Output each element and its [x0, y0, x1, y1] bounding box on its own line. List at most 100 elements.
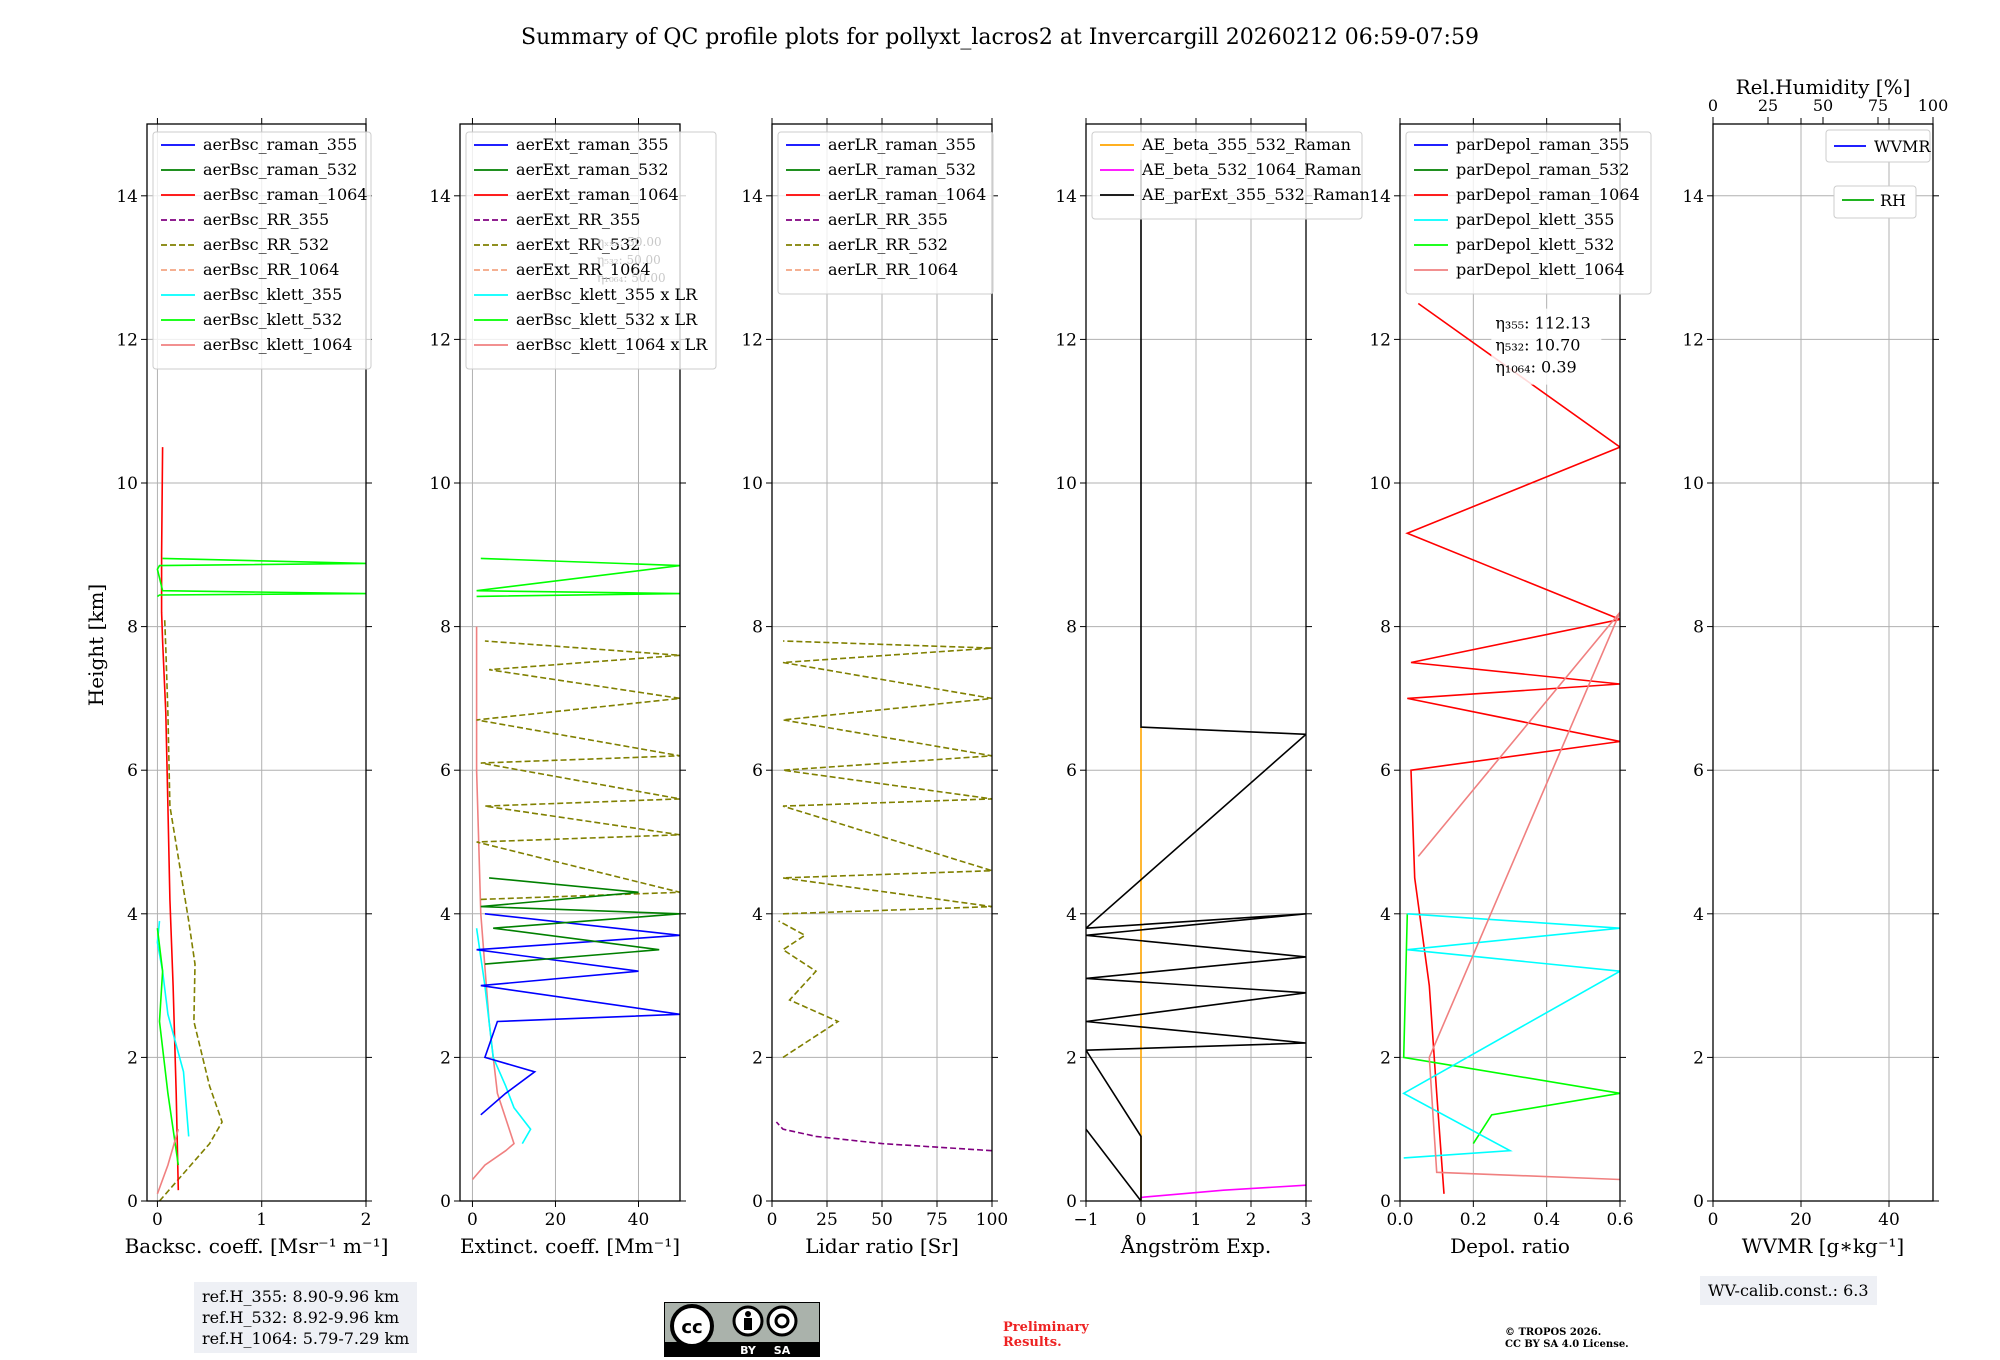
- y-tick-label: 8: [127, 618, 138, 638]
- cc-sa-text: SA: [774, 1344, 791, 1357]
- panel-depol: 0.0 0.2 0.4 0.6 0 2 4 6 8 10 12 14 Depol. ratio parDe…: [1369, 118, 1652, 1258]
- legend-box: [777, 131, 994, 295]
- legend-entry: parDepol_raman_355: [1456, 135, 1629, 154]
- x-tick-label: 2: [361, 1210, 372, 1230]
- copyright-note: © TROPOS 2026. CC BY SA 4.0 License.: [1505, 1327, 1629, 1351]
- legend-entry: aerLR_raman_1064: [828, 185, 986, 204]
- x-axis-label: Depol. ratio: [1450, 1234, 1570, 1258]
- eta-label: η₃₅₅: 112.13: [1495, 314, 1590, 333]
- preliminary-line-2: Results.: [1003, 1335, 1062, 1350]
- legend-box: [152, 131, 372, 370]
- y-tick-label: 12: [429, 330, 451, 350]
- x-tick-label: 2: [1246, 1210, 1257, 1230]
- preliminary-note: Preliminary Results.: [1003, 1320, 1089, 1350]
- series-group: [1086, 159, 1306, 1201]
- y-tick-label: 12: [116, 330, 138, 350]
- y-tick-label: 0: [127, 1192, 138, 1212]
- rh-tick-label: 0: [1708, 96, 1718, 115]
- panel-lr: 0 25 50 75 100 0 2 4 6 8 10 12 14 Lidar ratio [Sr] aer…: [741, 118, 1008, 1258]
- legend-entry: aerBsc_klett_1064: [203, 335, 352, 354]
- legend-entry: aerLR_raman_355: [828, 135, 976, 154]
- lr-label: η₁₀₆₄: 50.00: [597, 271, 666, 285]
- y-tick-label: 0: [1066, 1192, 1077, 1212]
- series-line: [1086, 159, 1306, 1201]
- x-tick-label: 20: [545, 1210, 567, 1230]
- legend-entry: aerBsc_klett_355: [203, 285, 342, 304]
- legend-entry: aerLR_RR_1064: [828, 260, 958, 279]
- x-tick-label: 0.2: [1460, 1210, 1487, 1230]
- preliminary-line-1: Preliminary: [1003, 1320, 1089, 1335]
- x-tick-label: 0: [1708, 1210, 1719, 1230]
- y-tick-label: 12: [1369, 330, 1391, 350]
- y-tick-label: 4: [1066, 905, 1077, 925]
- legend-entry: aerBsc_klett_1064 x LR: [516, 335, 708, 354]
- rh-tick-label: 25: [1758, 96, 1778, 115]
- y-tick-label: 6: [440, 761, 451, 781]
- y-tick-label: 0: [440, 1192, 451, 1212]
- y-tick-label: 14: [429, 187, 451, 207]
- copyright-line-2: CC BY SA 4.0 License.: [1505, 1339, 1629, 1350]
- cc-by-sa-badge: cc BY SA: [664, 1302, 820, 1357]
- x-tick-label: 0.0: [1386, 1210, 1413, 1230]
- x-tick-label: 75: [926, 1210, 948, 1230]
- copyright-line-1: © TROPOS 2026.: [1505, 1327, 1602, 1338]
- cc-by-text: BY: [740, 1344, 757, 1357]
- legend-entry: aerLR_RR_355: [828, 210, 948, 229]
- x-axis-label: Backsc. coeff. [Msr⁻¹ m⁻¹]: [125, 1234, 389, 1258]
- y-tick-label: 6: [1066, 761, 1077, 781]
- axes-frame: [146, 123, 367, 1202]
- y-tick-label: 8: [1380, 618, 1391, 638]
- x-axis-label: Lidar ratio [Sr]: [805, 1234, 959, 1258]
- y-tick-label: 14: [1369, 187, 1391, 207]
- y-tick-label: 2: [440, 1048, 451, 1068]
- y-tick-label: 8: [1066, 618, 1077, 638]
- series-line: [775, 1121, 992, 1152]
- eta-label: η₅₃₂: 10.70: [1495, 336, 1580, 355]
- y-tick-label: 10: [741, 474, 763, 494]
- legend-entry: aerBsc_RR_1064: [203, 260, 339, 279]
- series-line: [1402, 913, 1620, 1159]
- y-tick-label: 6: [752, 761, 763, 781]
- rh-tick-label: 75: [1868, 96, 1888, 115]
- x-tick-label: 0: [152, 1210, 163, 1230]
- x-tick-label: 1: [1191, 1210, 1202, 1230]
- y-tick-label: 14: [116, 187, 138, 207]
- y-tick-label: 4: [127, 905, 138, 925]
- rh-legend-entry: RH: [1880, 191, 1906, 210]
- series-line: [156, 920, 190, 1137]
- y-tick-label: 0: [1693, 1192, 1704, 1212]
- y-tick-label: 8: [440, 618, 451, 638]
- rh-tick-label: 100: [1918, 96, 1949, 115]
- legend-entry: AE_beta_355_532_Raman: [1141, 135, 1351, 154]
- y-tick-label: 4: [440, 905, 451, 925]
- legend-entry: parDepol_klett_1064: [1456, 260, 1625, 279]
- axes-frame: [459, 123, 681, 1202]
- legend-entry: aerExt_raman_355: [516, 135, 669, 154]
- legend-entry: parDepol_klett_355: [1456, 210, 1614, 229]
- y-tick-label: 12: [741, 330, 763, 350]
- legend-box: [1091, 131, 1363, 220]
- y-tick-label: 8: [1693, 618, 1704, 638]
- series-line: [1140, 1184, 1306, 1199]
- y-tick-label: 2: [127, 1048, 138, 1068]
- panel-ext: 0 20 40 0 2 4 6 8 10 12 14 Extinct. coeff. [Mm⁻¹] ae…: [429, 118, 717, 1258]
- y-tick-label: 6: [1380, 761, 1391, 781]
- x-tick-label: 0.6: [1606, 1210, 1633, 1230]
- series-group: [471, 557, 680, 1181]
- series-line: [1417, 611, 1620, 1181]
- lr-label: ηₓₓₓ: 50.00: [597, 235, 662, 249]
- eta-box: [1491, 308, 1602, 385]
- legend-entry: aerBsc_klett_532: [203, 310, 342, 329]
- x-tick-label: 1: [256, 1210, 267, 1230]
- axes-frame: [1399, 123, 1621, 1202]
- series-group: [775, 640, 992, 1152]
- y-tick-label: 2: [1380, 1048, 1391, 1068]
- rh-legend-box: [1833, 185, 1917, 219]
- legend-entry: parDepol_raman_1064: [1456, 185, 1640, 204]
- figure-title: Summary of QC profile plots for pollyxt_…: [521, 25, 1479, 50]
- y-tick-label: 6: [127, 761, 138, 781]
- legend-entry: aerLR_raman_532: [828, 160, 976, 179]
